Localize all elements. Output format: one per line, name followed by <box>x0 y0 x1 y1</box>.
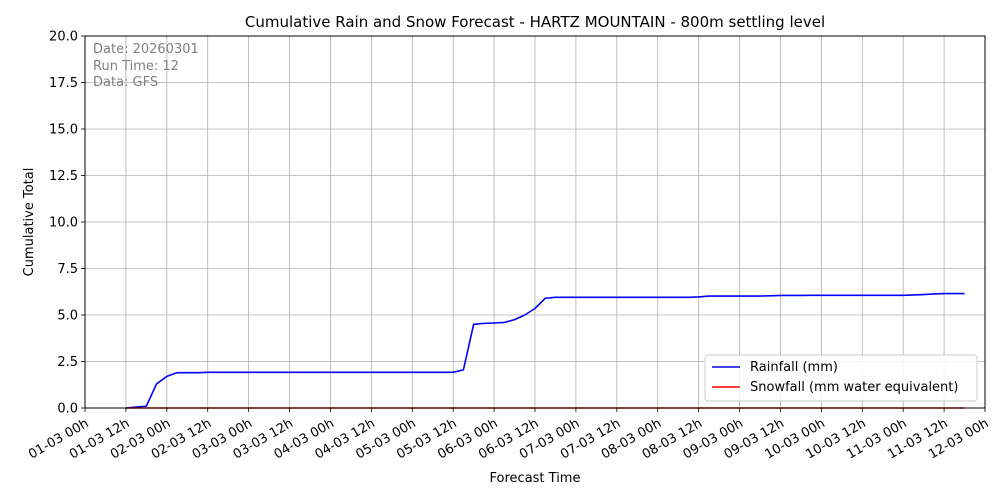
y-axis-label: Cumulative Total <box>22 168 37 277</box>
legend-label-snowfall: Snowfall (mm water equivalent) <box>750 380 958 395</box>
annotation-date: Date: 20260301 <box>93 42 199 57</box>
y-tick-label: 5.0 <box>57 309 78 324</box>
rainfall-line <box>125 292 965 409</box>
run-info-annotation: Date: 20260301 Run Time: 12 Data: GFS <box>93 42 199 90</box>
y-axis: 0.0 2.5 5.0 7.5 10.0 12.5 15.0 17.5 20.0 <box>49 30 85 417</box>
y-tick-label: 7.5 <box>57 262 78 277</box>
y-tick-label: 17.5 <box>49 76 78 91</box>
x-axis-label: Forecast Time <box>490 471 581 486</box>
y-tick-label: 12.5 <box>49 169 78 184</box>
y-tick-label: 2.5 <box>57 355 78 370</box>
legend-label-rainfall: Rainfall (mm) <box>750 360 838 375</box>
chart-title: Cumulative Rain and Snow Forecast - HART… <box>245 13 825 31</box>
legend: Rainfall (mm) Snowfall (mm water equival… <box>704 354 978 402</box>
y-tick-label: 10.0 <box>49 216 78 231</box>
y-tick-label: 0.0 <box>57 402 78 417</box>
legend-box <box>704 354 978 402</box>
annotation-data-source: Data: GFS <box>93 75 158 90</box>
y-tick-label: 20.0 <box>49 30 78 45</box>
annotation-run-time: Run Time: 12 <box>93 59 179 74</box>
y-tick-label: 15.0 <box>49 123 78 138</box>
